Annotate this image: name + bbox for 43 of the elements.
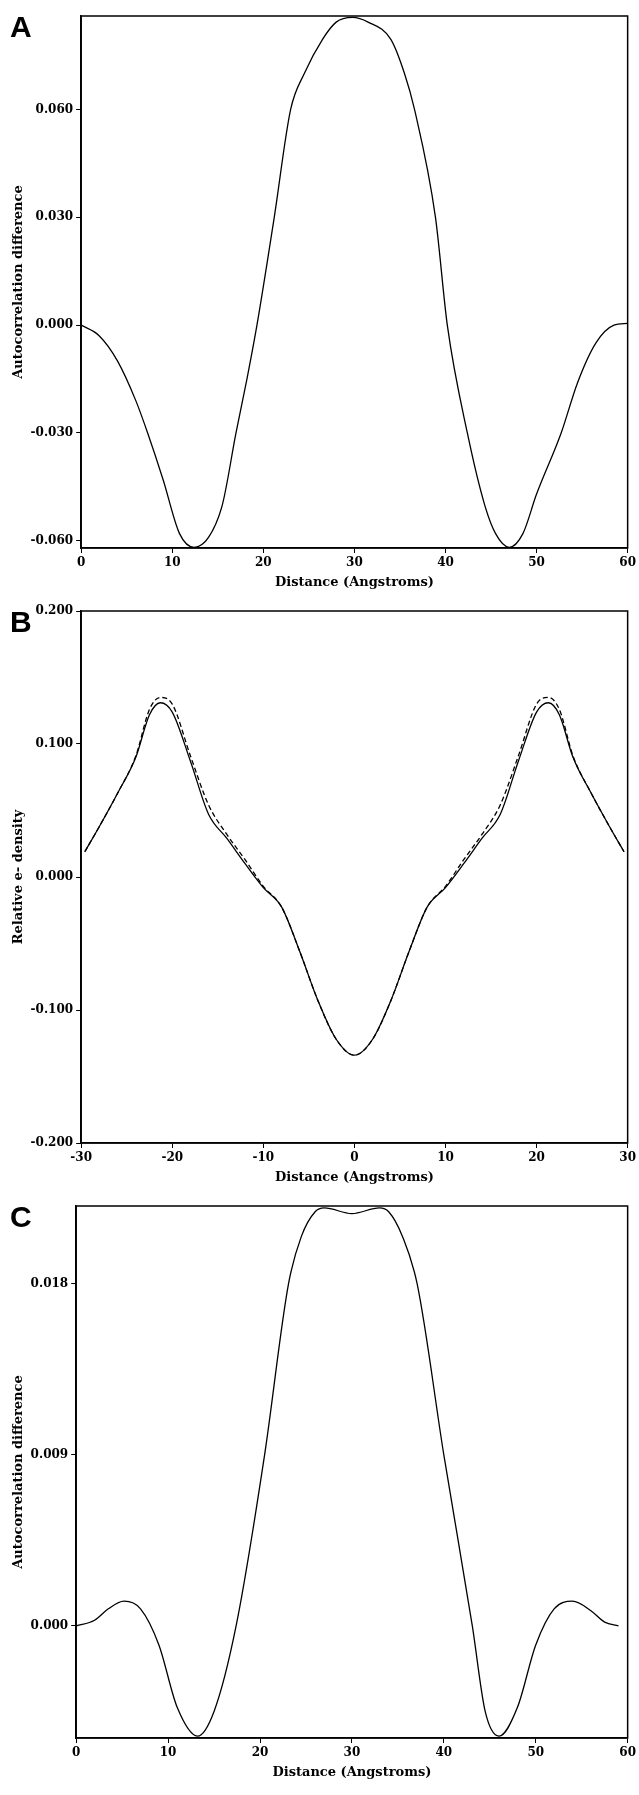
y-tick-label: 0.200: [35, 603, 74, 618]
x-tick-label: 30: [343, 1745, 361, 1760]
y-tick-label: -0.200: [30, 1135, 74, 1150]
x-tick-label: 10: [163, 555, 181, 570]
x-tick-label: 40: [435, 1745, 453, 1760]
x-tick-label: 10: [159, 1745, 177, 1760]
y-tick-label: 0.060: [35, 101, 74, 116]
chart-title: B: [10, 605, 32, 639]
y-tick-label: 0.009: [30, 1447, 69, 1462]
x-tick-label: 50: [528, 555, 545, 570]
x-tick-label: 60: [619, 555, 636, 570]
y-axis-title: Autocorrelation difference: [10, 1375, 26, 1570]
y-tick-label: -0.060: [30, 532, 74, 547]
y-tick-label: 0.018: [30, 1276, 69, 1291]
x-tick-label: 30: [619, 1150, 636, 1165]
y-tick-label: 0.030: [35, 209, 74, 224]
x-tick-label: 20: [254, 555, 272, 570]
x-tick-label: -30: [70, 1150, 92, 1165]
x-tick-label: -20: [161, 1150, 184, 1165]
y-tick-label: 0.100: [35, 736, 74, 751]
y-tick-label: 0.000: [30, 1618, 69, 1633]
x-tick-label: 20: [251, 1745, 269, 1760]
y-tick-label: -0.100: [30, 1002, 74, 1017]
y-tick-label: 0.000: [35, 869, 74, 884]
x-tick-label: 10: [437, 1150, 454, 1165]
y-axis-title: Autocorrelation difference: [10, 185, 26, 380]
y-tick-label: 0.000: [35, 317, 74, 332]
x-tick-label: 40: [437, 555, 454, 570]
x-tick-label: 30: [346, 555, 363, 570]
y-tick-label: -0.030: [30, 425, 74, 440]
x-tick-label: 50: [527, 1745, 545, 1760]
x-tick-label: 20: [528, 1150, 545, 1165]
x-tick-label: 60: [619, 1745, 636, 1760]
x-tick-label: 0: [76, 555, 86, 570]
x-tick-label: -10: [252, 1150, 275, 1165]
y-axis-title: Relative e- density: [10, 809, 26, 945]
x-axis-title: Distance (Angstroms): [274, 573, 434, 589]
x-axis-title: Distance (Angstroms): [272, 1763, 432, 1779]
x-axis-title: Distance (Angstroms): [274, 1168, 434, 1184]
chart-title: A: [10, 10, 32, 44]
x-tick-label: 0: [72, 1745, 81, 1760]
x-tick-label: 0: [350, 1150, 359, 1165]
chart-title: C: [10, 1200, 32, 1234]
